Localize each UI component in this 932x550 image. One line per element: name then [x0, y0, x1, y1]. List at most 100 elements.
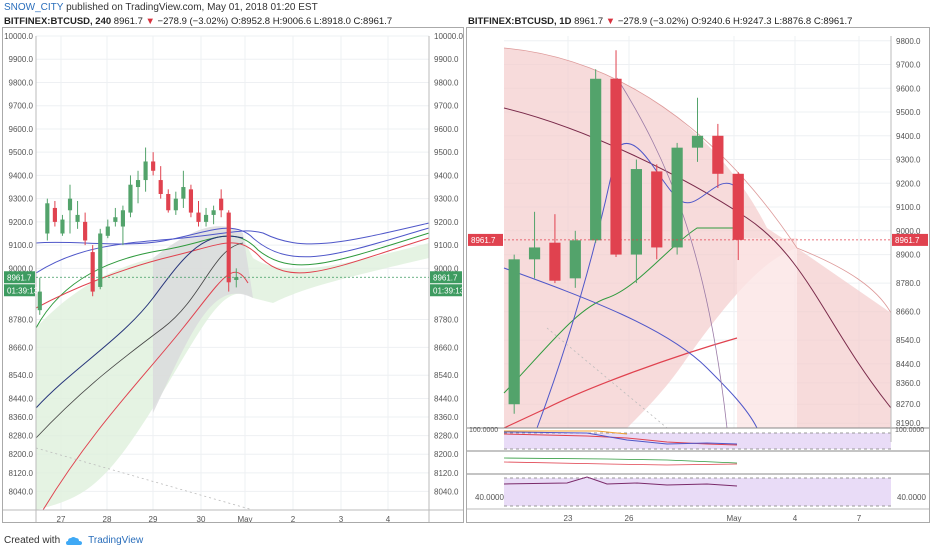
dotted-trend [546, 327, 668, 429]
author-link[interactable]: SNOW_CITY [4, 2, 64, 13]
red-lower-line [42, 271, 249, 511]
left-high: 9006.6 [282, 16, 312, 27]
y-tick-label: 8280.0 [434, 432, 459, 441]
candle-body [226, 212, 231, 283]
left-open: 8952.8 [241, 16, 271, 27]
y-tick-label: 8660.0 [434, 343, 459, 352]
time-tag-bg-left [4, 284, 35, 297]
y-axis-left: 10000.0 9900.0 9800.0 9700.0 9600.0 9500.0 940… [4, 32, 37, 524]
x-tick-label: 28 [103, 515, 112, 522]
time-tag-label: 01:39:13 [433, 286, 463, 295]
green-band [36, 231, 429, 511]
y-tick-label: 9100.0 [434, 241, 459, 250]
right-high: 9247.3 [742, 16, 772, 27]
published-text: published on TradingView.com, May 01, 20… [66, 2, 318, 13]
y-tick-label: 8120.0 [434, 469, 459, 478]
candle-body [105, 226, 110, 236]
candle-body [732, 173, 744, 240]
y-tick-label: 9700.0 [896, 61, 921, 70]
y-tick-label-left: 9800.0 [9, 78, 34, 87]
y-tick-label-left: 9600.0 [9, 125, 34, 134]
right-chart-svg[interactable]: 100.0000 100.0000 40.0000 40.0000 9800.0 9700… [467, 28, 929, 523]
y-tick-label-left: 9300.0 [9, 195, 34, 204]
y-tick-label: 9500.0 [434, 148, 459, 157]
candle [173, 191, 178, 215]
candle-body [67, 198, 73, 211]
candle-body [691, 135, 704, 148]
candle [712, 123, 724, 189]
y-tick-label-left: 9900.0 [9, 55, 34, 64]
left-chart-svg[interactable]: 10000.0 9900.0 9800.0 9700.0 9600.0 9500.0 940… [3, 28, 465, 524]
y-tick-label-left: 8280.0 [9, 432, 34, 441]
pink-region [737, 238, 797, 428]
purple-line [616, 77, 728, 429]
blue-line [35, 222, 430, 274]
right-low: 8876.8 [782, 16, 812, 27]
price-tag-label-left: 8961.7 [471, 236, 496, 245]
y-tick-label: 9200.0 [434, 218, 459, 227]
candle [549, 214, 561, 284]
candle-body [143, 161, 148, 181]
osc3-band [504, 478, 891, 506]
right-symbol: BITFINEX:BTCUSD, 1D [468, 16, 572, 27]
candle [151, 152, 156, 176]
x-tick-label: May [726, 514, 741, 522]
price-tag-bg-left [4, 271, 35, 284]
candle-body [173, 198, 178, 211]
y-tick-label: 9100.0 [896, 203, 921, 212]
y-tick-label-left: 9400.0 [9, 171, 34, 180]
y-tick-label-left: 9000.0 [9, 264, 34, 273]
y-tick-label: 8270.0 [896, 400, 921, 409]
x-tick-label: 30 [197, 515, 206, 522]
candle-body [120, 210, 125, 227]
candle [52, 200, 57, 227]
left-chart-panel[interactable]: 10000.0 9900.0 9800.0 9700.0 9600.0 9500.0 940… [2, 27, 465, 524]
y-tick-label: 9600.0 [896, 84, 921, 93]
y-tick-label-left: 8360.0 [9, 413, 34, 422]
price-tag-right: 8961.7 [430, 271, 462, 284]
y-tick-label: 9400.0 [434, 171, 459, 180]
candle-body [610, 78, 622, 255]
candle [105, 219, 110, 239]
time-tag-bg [430, 284, 462, 297]
candle [226, 210, 231, 292]
blue-line-2 [536, 142, 738, 429]
candle-body [630, 169, 642, 255]
y-tick-label: 9300.0 [896, 156, 921, 165]
candle-body [219, 198, 224, 211]
candle [610, 50, 622, 257]
y-tick-label-left: 8200.0 [9, 450, 34, 459]
candle-body [75, 214, 80, 222]
left-symbol: BITFINEX:BTCUSD, 240 [4, 16, 112, 27]
tradingview-link[interactable]: TradingView [88, 535, 144, 546]
osc2-green [503, 457, 738, 464]
right-chart-panel[interactable]: 100.0000 100.0000 40.0000 40.0000 9800.0 9700… [466, 27, 930, 523]
candle-body [98, 233, 103, 287]
candle [37, 277, 42, 315]
oscillator-pane-1: 100.0000 100.0000 [467, 427, 929, 450]
maroon-line [503, 107, 892, 409]
blue-line [503, 267, 758, 429]
osc2-tick-left: 40.0000 [475, 493, 504, 502]
y-tick-label-left: 9500.0 [9, 148, 34, 157]
candle [590, 69, 602, 243]
candle-body [83, 221, 88, 241]
right-change: −278.9 (−3.02%) [617, 16, 689, 27]
right-close: 8961.7 [823, 16, 853, 27]
candle-body [528, 247, 541, 260]
candle [528, 211, 541, 279]
candle-body [60, 219, 65, 234]
tradingview-cloud-icon [66, 536, 83, 545]
y-tick-label: 9000.0 [896, 227, 921, 236]
price-tag-label: 8961.7 [895, 236, 920, 245]
candle [671, 142, 683, 255]
candle-body [188, 189, 194, 213]
candle-body [113, 217, 118, 222]
y-tick-label: 8780.0 [434, 315, 459, 324]
red-line [503, 337, 738, 429]
osc1-tick-right: 100.0000 [895, 427, 924, 434]
oscillator-pane-3: 40.0000 40.0000 [467, 473, 929, 507]
y-tick-label-left: 9700.0 [9, 102, 34, 111]
x-tick-label: 4 [386, 515, 391, 522]
candle-body [128, 184, 133, 213]
